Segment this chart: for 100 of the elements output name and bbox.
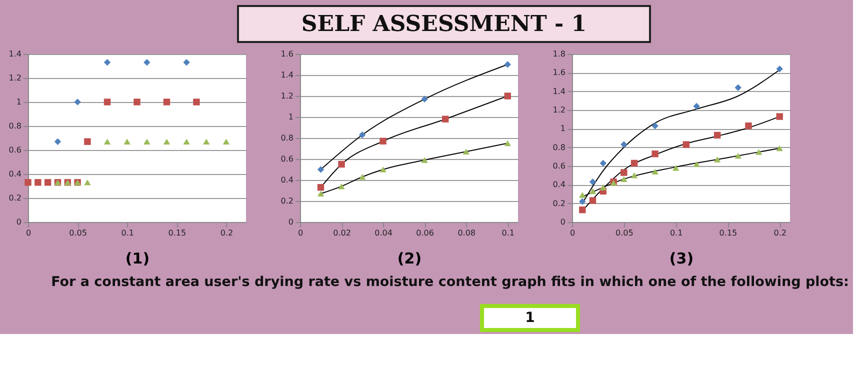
y-tick-label: 1.4 — [8, 50, 22, 58]
y-tick-label: 0.6 — [552, 162, 566, 170]
point — [672, 164, 680, 171]
point — [222, 138, 230, 145]
x-tick-label: 0.1 — [502, 228, 514, 238]
x-tick-label: 0 — [570, 228, 576, 238]
point — [776, 66, 783, 72]
point — [74, 98, 81, 106]
y-tick-label: 0.4 — [552, 180, 566, 190]
y-tick-label: 1.2 — [8, 74, 22, 82]
y-tick-label: 1.4 — [280, 70, 294, 80]
y-tick-label: 0.2 — [280, 196, 294, 206]
x-tick-label: 0.1 — [670, 228, 683, 238]
point — [104, 98, 111, 106]
x-tick-label: 0.1 — [121, 228, 134, 238]
y-tick-label: 0 — [288, 218, 294, 226]
point — [682, 141, 690, 148]
x-tick-label: 0.06 — [416, 228, 434, 238]
point — [34, 179, 42, 186]
point — [600, 160, 606, 167]
y-tick-label: 0 — [560, 218, 566, 226]
point — [600, 184, 606, 190]
point — [630, 160, 638, 167]
point — [652, 150, 658, 158]
x-axis-title: (2) — [397, 250, 422, 268]
text: For a constant area user's drying rate vs moisture content graph fits in which one of the following plots: — [51, 274, 849, 290]
point — [163, 98, 170, 106]
point — [54, 138, 62, 145]
point — [620, 141, 628, 148]
x-tick-label: 0.15 — [719, 228, 738, 238]
y-tick-label: 1.6 — [552, 68, 566, 78]
point — [693, 102, 700, 110]
point — [317, 166, 324, 173]
y-tick-label: 0.2 — [552, 198, 566, 208]
point — [193, 98, 200, 106]
point — [163, 138, 170, 145]
x-tick-label: 0.05 — [616, 228, 634, 238]
point — [44, 179, 52, 186]
point — [421, 157, 428, 163]
point — [358, 174, 366, 180]
point — [462, 148, 470, 155]
point — [24, 179, 32, 186]
x-tick-label: 0.2 — [220, 228, 234, 238]
point — [630, 172, 638, 178]
y-tick-label: 0.8 — [552, 142, 566, 152]
point — [317, 184, 324, 191]
point — [589, 197, 596, 204]
point — [84, 179, 91, 186]
point — [504, 140, 511, 146]
y-tick-label: 0.8 — [8, 122, 22, 130]
point — [756, 149, 762, 155]
y-tick-label: 0 — [16, 218, 22, 226]
point — [652, 168, 658, 175]
x-tick-label: 0.02 — [333, 228, 351, 238]
point — [504, 61, 511, 68]
y-tick-label: 0.4 — [8, 170, 22, 178]
point — [84, 138, 91, 145]
point — [104, 59, 111, 66]
point — [203, 138, 210, 145]
y-tick-label: 0.2 — [8, 194, 22, 202]
y-tick-label: 1 — [288, 112, 294, 122]
point — [620, 176, 628, 182]
point — [421, 96, 428, 103]
y-tick-label: 1 — [16, 98, 22, 106]
y-tick-label: 1.2 — [280, 92, 294, 100]
point — [144, 59, 150, 66]
x-tick-label: 0 — [26, 228, 32, 238]
point — [183, 59, 190, 66]
point — [358, 131, 366, 138]
point — [183, 138, 190, 145]
point — [104, 138, 111, 145]
y-tick-label: 0.4 — [280, 176, 294, 184]
y-tick-label: 1.2 — [552, 106, 566, 114]
point — [380, 166, 386, 172]
point — [714, 156, 721, 162]
point — [124, 138, 130, 145]
x-tick-label: 0.04 — [374, 228, 392, 238]
y-tick-label: 1.6 — [280, 50, 294, 58]
point — [144, 138, 150, 145]
x-tick-label: 0.15 — [168, 228, 186, 238]
point — [745, 122, 752, 130]
y-tick-label: 1 — [560, 124, 566, 134]
x-axis-title: (3) — [669, 250, 694, 268]
point — [776, 145, 783, 152]
x-tick-label: 0.2 — [774, 228, 786, 238]
point — [589, 188, 596, 194]
point — [714, 132, 721, 139]
point — [380, 138, 386, 145]
point — [620, 169, 628, 176]
x-axis-title: (1) — [125, 250, 150, 268]
chart-title: SELF ASSESSMENT - 1 — [301, 11, 587, 37]
y-tick-label: 0.6 — [8, 146, 22, 154]
point — [589, 178, 596, 186]
point — [442, 116, 449, 122]
point — [693, 161, 700, 168]
x-tick-label: 0.05 — [69, 228, 87, 238]
point — [338, 183, 345, 190]
x-tick-label: 0.08 — [458, 228, 476, 238]
point — [734, 152, 742, 159]
point — [317, 190, 324, 197]
